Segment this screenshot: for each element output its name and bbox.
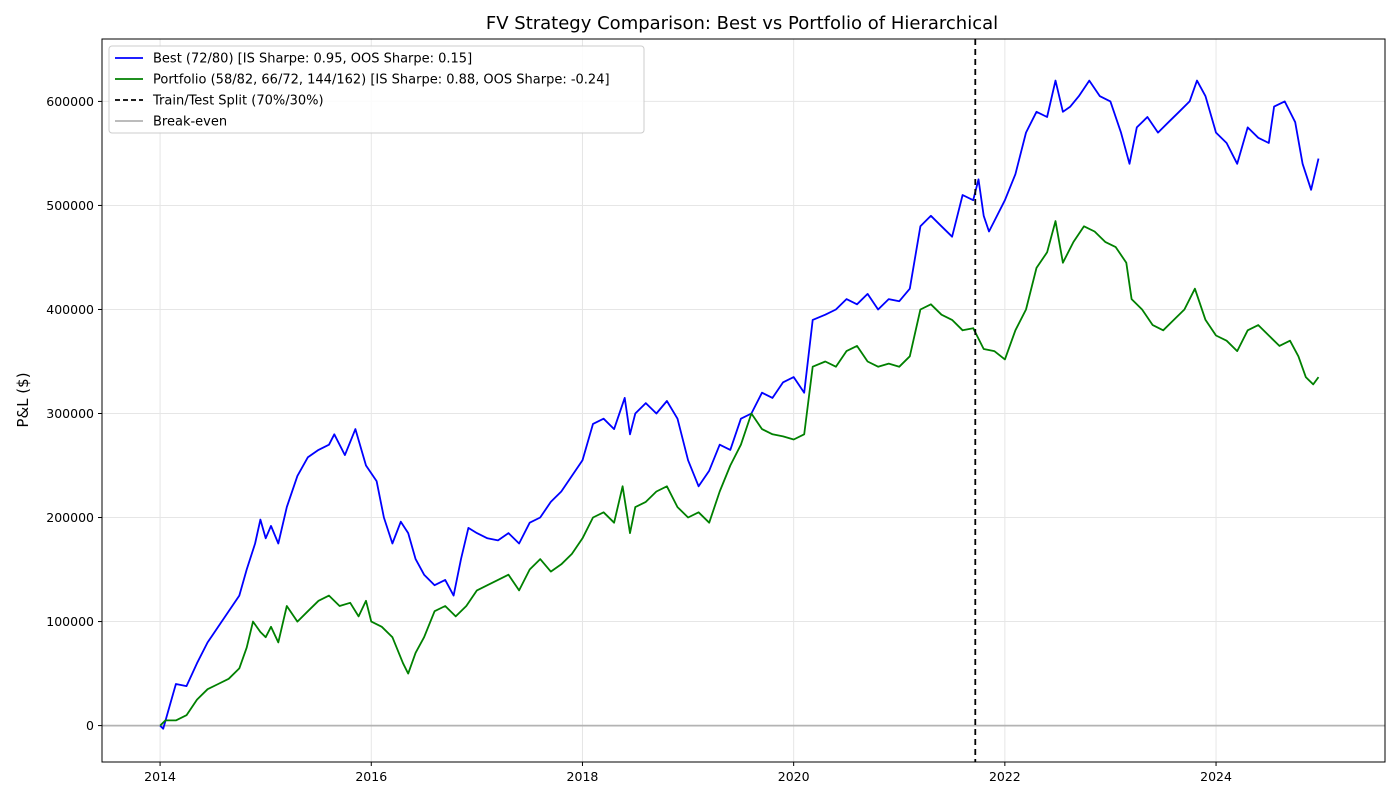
y-tick-label: 0 — [86, 718, 94, 733]
best-series-line — [159, 79, 1320, 730]
x-tick-label: 2022 — [989, 769, 1021, 784]
legend-box — [108, 45, 645, 134]
x-tick-label: 2016 — [355, 769, 387, 784]
y-tick-label: 300000 — [46, 406, 94, 421]
y-tick-label: 500000 — [46, 198, 94, 213]
grid-lines — [102, 39, 1385, 762]
legend-label: Best (72/80) [IS Sharpe: 0.95, OOS Sharp… — [153, 52, 472, 67]
y-tick-label: 100000 — [46, 614, 94, 629]
legend-label: Break-even — [153, 115, 227, 130]
plot-frame — [101, 38, 1386, 763]
plot-content — [102, 39, 1385, 762]
legend: Best (72/80) [IS Sharpe: 0.95, OOS Sharp… — [108, 45, 645, 134]
x-tick-label: 2020 — [778, 769, 810, 784]
x-tick-label: 2024 — [1200, 769, 1232, 784]
y-tick-label: 400000 — [46, 302, 94, 317]
portfolio-series-line — [159, 220, 1320, 727]
axis-ticks: 2014 2016 2018 2020 2022 2024 0 100000 200000 300… — [46, 94, 1232, 784]
y-tick-label: 600000 — [46, 94, 94, 109]
x-tick-label: 2018 — [567, 769, 599, 784]
legend-label: Portfolio (58/82, 66/72, 144/162) [IS Sh… — [153, 73, 610, 88]
legend-label: Train/Test Split (70%/30%) — [152, 94, 324, 109]
x-tick-label: 2014 — [144, 769, 176, 784]
chart-title: FV Strategy Comparison: Best vs Portfoli… — [486, 13, 998, 34]
y-tick-label: 200000 — [46, 510, 94, 525]
y-axis-label: P&L ($) — [14, 372, 32, 427]
